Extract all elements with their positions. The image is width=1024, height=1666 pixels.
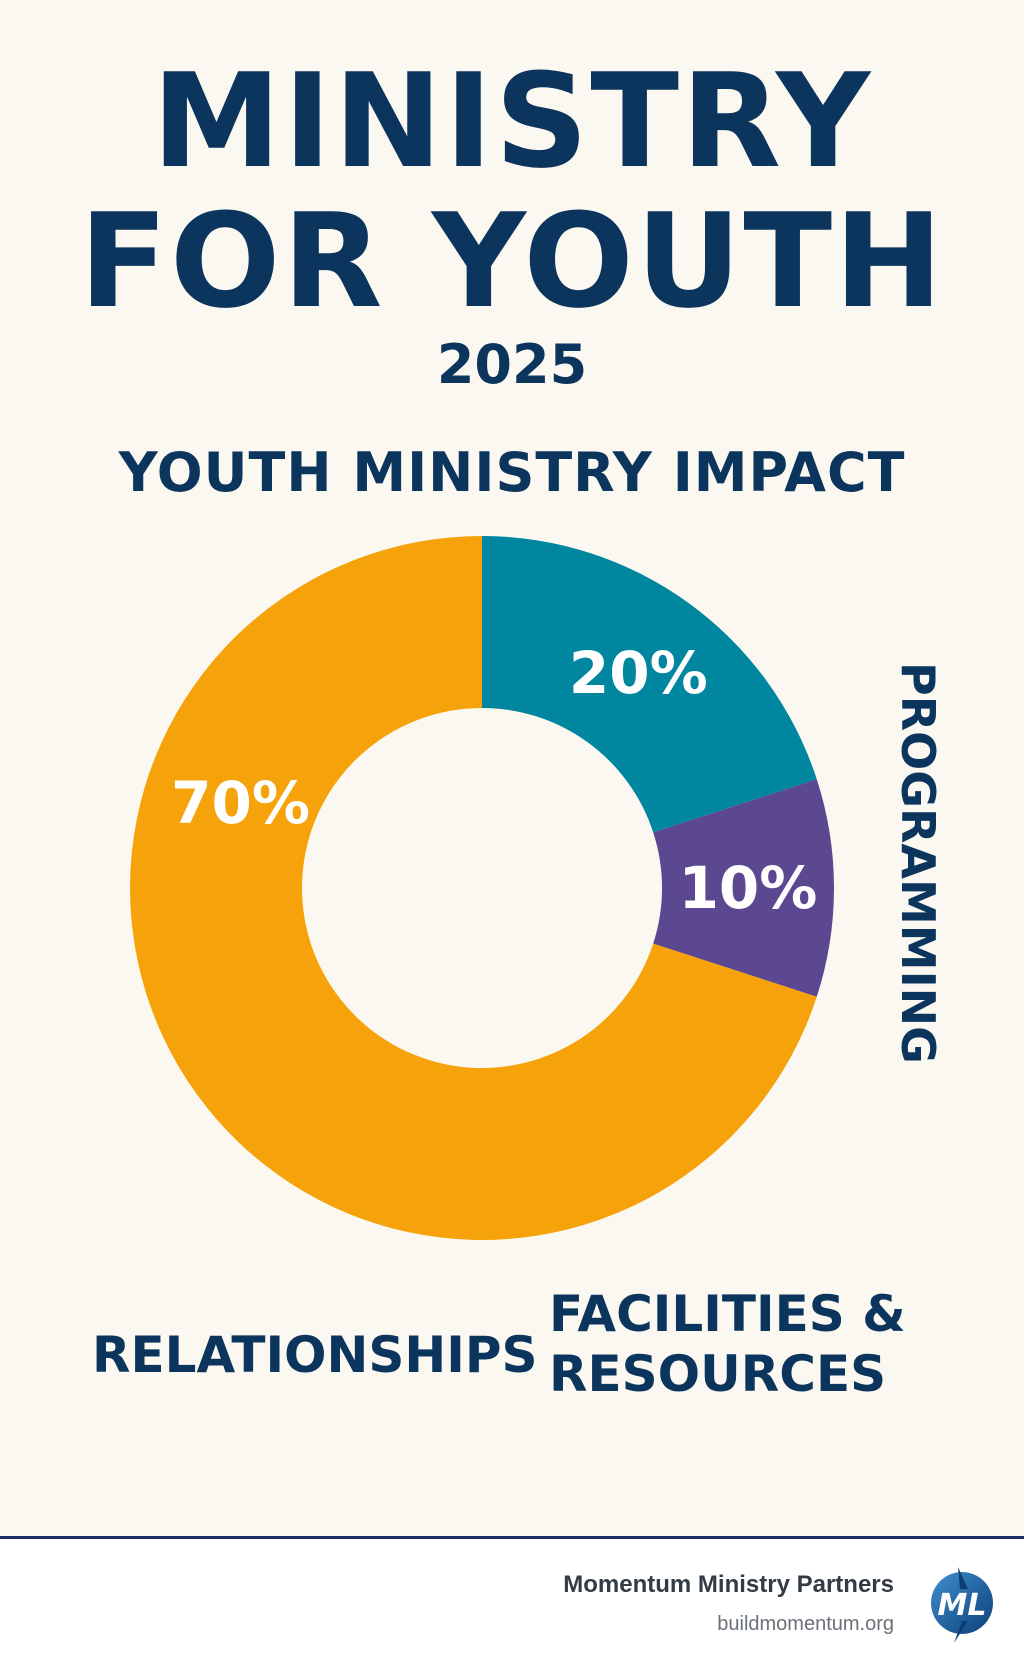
logo-lettering: ML bbox=[938, 1588, 987, 1623]
year-label: 2025 bbox=[436, 333, 588, 396]
footer-divider bbox=[0, 1536, 1024, 1539]
title-line-2: FOR YOUTH bbox=[79, 185, 945, 337]
chart-title: YOUTH MINISTRY IMPACT bbox=[118, 441, 906, 504]
title-line-1: MINISTRY bbox=[151, 45, 873, 197]
category-label-facilities-line-1: FACILITIES & bbox=[549, 1285, 906, 1343]
category-label-relationships: RELATIONSHIPS bbox=[92, 1326, 538, 1384]
donut-slice-programming bbox=[482, 536, 817, 833]
logo-spark-top bbox=[958, 1567, 968, 1589]
footer: Momentum Ministry Partners buildmomentum… bbox=[0, 1539, 1024, 1666]
donut-chart: 20% 10% 70% bbox=[130, 536, 834, 1240]
category-label-facilities-line-2: RESOURCES bbox=[549, 1345, 887, 1403]
organization-name: Momentum Ministry Partners bbox=[563, 1571, 894, 1598]
slice-value-label: 70% bbox=[171, 769, 310, 837]
category-label-programming: PROGRAMMING bbox=[891, 662, 945, 1064]
momentum-logo-icon: ML bbox=[931, 1567, 993, 1643]
logo-circle bbox=[931, 1572, 993, 1634]
donut-slice-facilities-resources bbox=[653, 779, 834, 997]
organization-website: buildmomentum.org bbox=[717, 1613, 894, 1635]
logo-spark-bottom bbox=[954, 1621, 968, 1643]
category-label-facilities: FACILITIES & RESOURCES bbox=[549, 1284, 949, 1404]
donut-slice-relationships bbox=[130, 536, 817, 1240]
slice-value-label: 20% bbox=[569, 639, 708, 707]
slice-value-label: 10% bbox=[679, 854, 818, 922]
infographic-poster: MINISTRY FOR YOUTH 2025 YOUTH MINISTRY I… bbox=[79, 45, 949, 1404]
